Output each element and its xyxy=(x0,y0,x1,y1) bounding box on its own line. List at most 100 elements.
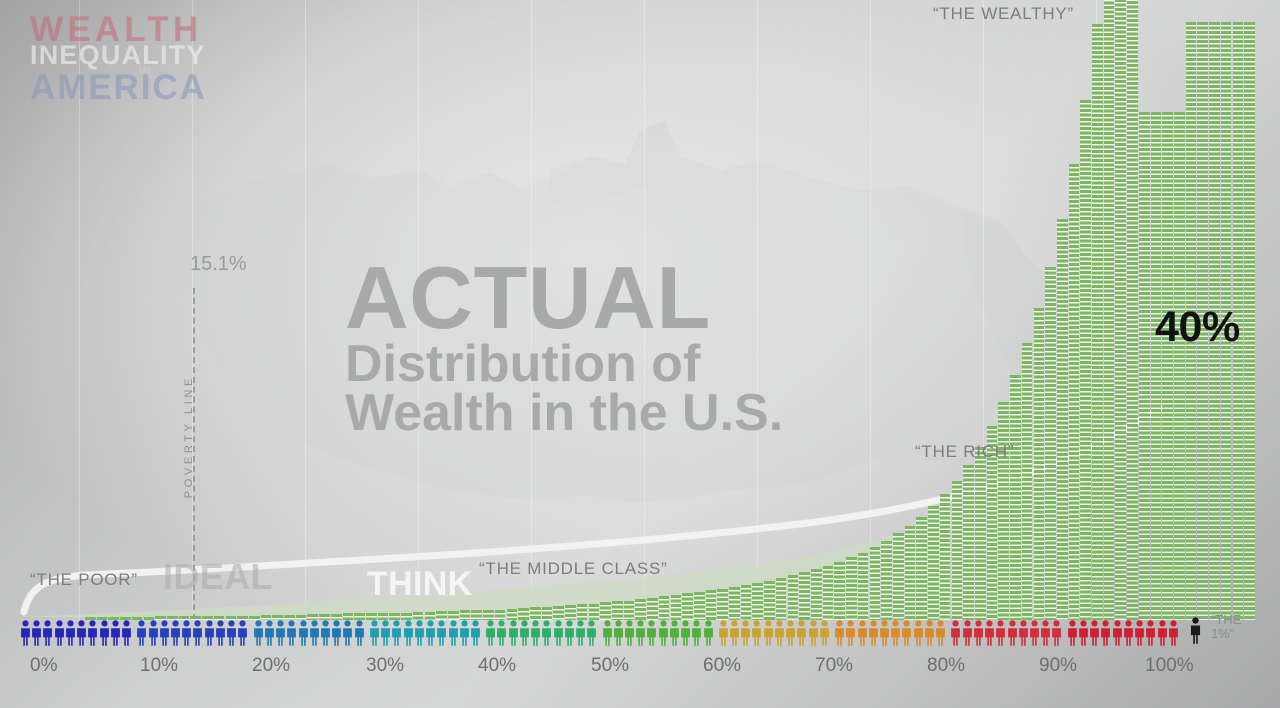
wealth-bar xyxy=(857,552,869,620)
wealth-bar xyxy=(1103,0,1115,620)
person-icon xyxy=(519,620,530,646)
person-icon xyxy=(785,620,796,646)
person-icon xyxy=(703,620,714,646)
wealth-bar xyxy=(600,602,611,620)
person-icon xyxy=(890,620,901,646)
person-icon xyxy=(403,620,414,646)
wealth-bar xyxy=(1021,343,1033,620)
wealth-bar xyxy=(998,401,1009,620)
wealth-bar xyxy=(1068,164,1080,620)
person-icon xyxy=(751,620,762,646)
wealth-bar xyxy=(330,614,342,620)
person-icon xyxy=(635,620,646,646)
wealth-bar xyxy=(752,582,764,620)
one-percent-person-icon xyxy=(1189,617,1202,644)
person-icon xyxy=(275,620,286,646)
wealth-bar xyxy=(1010,374,1021,620)
wealth-bar xyxy=(787,575,799,620)
person-icon xyxy=(31,620,42,646)
wealth-bar xyxy=(740,584,752,620)
wealth-bar xyxy=(811,569,822,620)
person-icon xyxy=(148,620,159,646)
x-axis: 0% 10% 20% 30% 40% 50% 60% 70% 80% 90% 100% xyxy=(0,655,1280,695)
axis-tick-label: 60% xyxy=(703,655,742,676)
wealth-bar xyxy=(635,599,646,620)
person-icon xyxy=(624,620,635,646)
wealth-bar xyxy=(822,566,834,620)
person-icon xyxy=(586,620,597,646)
person-icon xyxy=(436,620,447,646)
person-icon xyxy=(834,620,845,646)
wealth-bar xyxy=(389,612,401,620)
wealth-bar xyxy=(377,612,389,620)
axis-tick-label: 20% xyxy=(252,655,291,676)
wealth-bar xyxy=(939,494,951,620)
wealth-bar xyxy=(272,614,283,620)
person-icon xyxy=(995,620,1006,646)
person-icon xyxy=(508,620,519,646)
axis-tick-label: 40% xyxy=(478,655,517,676)
wealth-bar xyxy=(846,557,857,620)
wealth-bar xyxy=(705,590,717,620)
person-icon xyxy=(1007,620,1018,646)
person-icon xyxy=(984,620,995,646)
wealth-bar xyxy=(518,608,529,620)
wealth-bar xyxy=(155,616,166,620)
wealth-bar xyxy=(1209,22,1220,620)
wealth-bar xyxy=(260,614,272,620)
wealth-bar xyxy=(611,601,623,620)
person-icon xyxy=(170,620,181,646)
person-icon xyxy=(553,620,564,646)
wealth-bar xyxy=(108,617,120,620)
wealth-bar xyxy=(892,533,904,620)
wealth-bar xyxy=(529,607,541,620)
person-icon xyxy=(962,620,973,646)
person-icon xyxy=(879,620,890,646)
person-icon xyxy=(1157,620,1168,646)
person-icon xyxy=(763,620,774,646)
wealth-distribution-bars xyxy=(85,0,1255,620)
person-icon xyxy=(391,620,402,646)
person-icon xyxy=(729,620,740,646)
person-icon xyxy=(564,620,575,646)
wealth-bar xyxy=(436,611,447,620)
wealth-bar xyxy=(506,608,518,620)
wealth-bar xyxy=(448,611,459,620)
wealth-bar xyxy=(471,610,483,620)
person-icon xyxy=(496,620,507,646)
wealth-bar xyxy=(1185,22,1197,620)
person-icon xyxy=(1168,620,1179,646)
wealth-bar xyxy=(178,616,190,620)
wealth-bar xyxy=(354,613,365,620)
wealth-bar xyxy=(869,546,881,620)
person-icon xyxy=(369,620,380,646)
person-icon xyxy=(204,620,215,646)
wealth-bar xyxy=(963,464,974,620)
wealth-bar xyxy=(237,615,248,620)
person-icon xyxy=(121,620,132,646)
wealth-bar xyxy=(693,591,705,620)
person-icon xyxy=(1100,620,1111,646)
person-icon xyxy=(87,620,98,646)
person-icon xyxy=(1145,620,1156,646)
wealth-bar xyxy=(213,615,225,620)
person-icon xyxy=(485,620,496,646)
person-icon xyxy=(774,620,785,646)
wealth-bar xyxy=(974,446,986,620)
wealth-bar xyxy=(682,593,693,620)
wealth-bar xyxy=(951,480,963,620)
person-icon xyxy=(845,620,856,646)
axis-tick-label: 80% xyxy=(927,655,966,676)
wealth-bar xyxy=(412,611,424,620)
wealth-bar xyxy=(225,615,237,620)
person-icon xyxy=(868,620,879,646)
person-icon xyxy=(342,620,353,646)
person-icon xyxy=(448,620,459,646)
person-icon xyxy=(1134,620,1145,646)
wealth-bar xyxy=(916,516,928,620)
axis-tick-label: 70% xyxy=(815,655,854,676)
wealth-bar xyxy=(729,587,740,620)
person-icon xyxy=(575,620,586,646)
wealth-bar xyxy=(342,613,354,620)
